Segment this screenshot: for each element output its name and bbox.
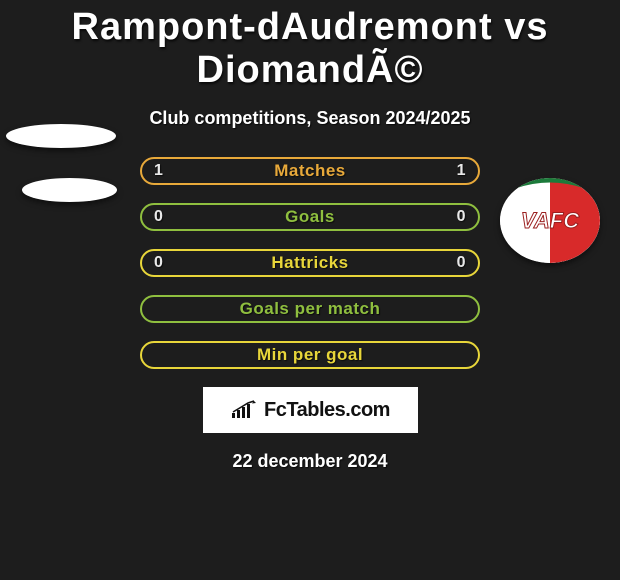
stat-right-value: 1	[457, 162, 466, 180]
page-title: Rampont-dAudremont vs DiomandÃ©	[0, 0, 620, 92]
stat-left-value: 0	[154, 208, 163, 226]
stat-label: Matches	[274, 161, 346, 181]
stat-left-value: 1	[154, 162, 163, 180]
club-badge-vafc: VAFC	[500, 178, 600, 263]
generated-date: 22 december 2024	[0, 451, 620, 472]
svg-text:VAFC: VAFC	[521, 208, 580, 233]
stat-bar: 0 Hattricks 0	[140, 249, 480, 277]
brand-chart-icon	[230, 400, 258, 420]
stat-right-value: 0	[457, 208, 466, 226]
stat-left-value: 0	[154, 254, 163, 272]
stat-label: Min per goal	[257, 345, 363, 365]
stat-bar: Min per goal	[140, 341, 480, 369]
stat-label: Goals per match	[240, 299, 381, 319]
stat-label: Goals	[285, 207, 335, 227]
stat-bar: Goals per match	[140, 295, 480, 323]
player-left-avatar-placeholder	[6, 124, 116, 148]
stat-bar: 0 Goals 0	[140, 203, 480, 231]
brand-text: FcTables.com	[264, 399, 390, 422]
player-left-club-placeholder	[22, 178, 117, 202]
stat-right-value: 0	[457, 254, 466, 272]
brand-badge: FcTables.com	[203, 387, 418, 433]
stats-bars: 1 Matches 1 0 Goals 0 0 Hattricks 0 Goals per mat…	[140, 157, 480, 369]
stat-bar: 1 Matches 1	[140, 157, 480, 185]
stat-label: Hattricks	[271, 253, 348, 273]
